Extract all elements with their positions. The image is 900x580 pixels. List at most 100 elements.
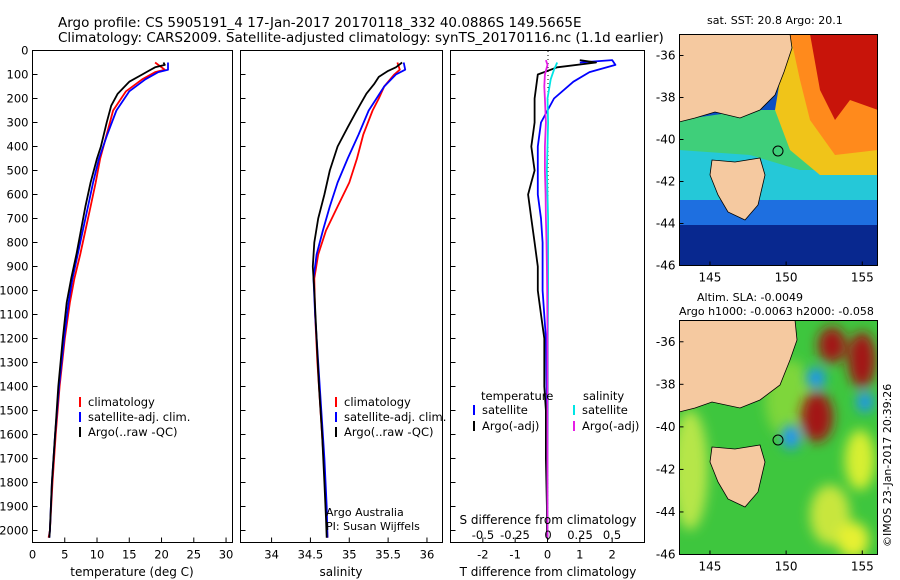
map-x-tick-label: 155 [851,271,874,285]
y-tick-label: 1700 [0,452,29,466]
salinity-panel: 34 34.5 35 35.5 36 salinity climatology sate… [240,50,446,579]
temperature-axes-frame [32,50,233,543]
map-x-tick-label: 150 [775,271,798,285]
y-tick-label: 1200 [0,332,29,346]
y-tick-label: 1600 [0,428,29,442]
sst-argo-marker [772,145,784,157]
x-tick-label: 25 [186,548,201,562]
map-y-tick-label: -40 [656,133,676,147]
s-tick-label: -0.25 [500,528,530,542]
legend-t-argo-label: Argo(-adj) [482,419,539,433]
difference-panel: -2 -1 0 1 2 T difference from climatology S … [450,50,645,579]
y-tick-label: 1000 [0,284,29,298]
y-tick-label: 100 [7,68,29,82]
s-tick-label: 0.5 [603,528,621,542]
figure-title-line1: Argo profile: CS 5905191_4 17-Jan-2017 2… [58,15,582,31]
y-tick-label: 1900 [0,500,29,514]
s-tick-label: -0.5 [472,528,494,542]
legend-s-argo-label: Argo(-adj) [582,419,639,433]
map-y-tick-label: -38 [656,91,676,105]
sla-tasmania [709,444,766,508]
argo-australia-text: Argo Australia [326,506,404,519]
map-y-tick-label: -42 [656,175,676,189]
map-y-tick-label: -42 [656,462,676,476]
x-tick-label: 15 [122,548,137,562]
x-tick-label: 34 [264,548,279,562]
temperature-panel: 0 5 10 15 20 25 300100200300400500600700800900… [0,44,233,580]
sst-tasmania [709,157,766,221]
legend-t-satellite-label: satellite [482,403,528,417]
s-difference-label: S difference from climatology [460,513,637,527]
legend-argo-label: Argo(..raw -QC) [88,425,178,439]
t-difference-xlabel: T difference from climatology [459,565,637,579]
x-tick-label: 5 [61,548,68,562]
y-tick-label: 500 [7,164,29,178]
map-y-tick-label: -44 [656,217,676,231]
sla-map: 145 150 155 -36 -38 -40 -42 -44 -46 [656,320,878,574]
sla-map-title-line2: Argo h1000: -0.0063 h2000: -0.058 [679,305,874,318]
map-y-tick-label: -46 [656,259,676,273]
series-line [546,62,559,538]
legend-salinity-heading: salinity [583,389,624,403]
sst-mainland [679,34,793,123]
difference-legend: temperature satellite Argo(-adj) salinit… [473,389,639,433]
x-tick-label: 34.5 [298,548,324,562]
y-tick-label: 0 [21,44,28,58]
legend-temperature-heading: temperature [481,389,553,403]
map-x-tick-label: 150 [775,560,798,574]
map-x-tick-label: 155 [851,560,874,574]
x-tick-label: 2 [609,548,616,562]
series-line [543,59,549,538]
y-tick-label: 300 [7,116,29,130]
x-tick-label: 30 [219,548,234,562]
imos-watermark: ©IMOS 23-Jan-2017 20:39:26 [881,384,894,547]
x-tick-label: 35.5 [375,548,401,562]
legend-satellite-label: satellite-adj. clim. [344,410,446,424]
y-tick-label: 400 [7,140,29,154]
map-x-tick-label: 145 [699,560,722,574]
legend-climatology-label: climatology [88,395,155,409]
map-y-tick-label: -36 [656,335,676,349]
temperature-xlabel: temperature (deg C) [70,565,193,579]
series-line [527,59,597,538]
map-y-tick-label: -38 [656,377,676,391]
s-tick-label: 0 [544,528,551,542]
x-tick-label: 10 [90,548,105,562]
series-line [48,62,166,538]
x-tick-label: 35 [342,548,357,562]
salinity-xlabel: salinity [319,565,362,579]
salinity-legend: climatology satellite-adj. clim. Argo(..… [335,395,446,439]
y-tick-label: 1100 [0,308,29,322]
series-line [312,62,407,538]
map-y-tick-label: -36 [656,49,676,63]
sst-map-frame [679,34,878,266]
map-y-tick-label: -44 [656,505,676,519]
x-tick-label: 1 [576,548,583,562]
y-tick-label: 1400 [0,380,29,394]
map-x-tick-label: 145 [699,271,722,285]
legend-climatology-label: climatology [344,395,411,409]
figure-title-line2: Climatology: CARS2009. Satellite-adjuste… [58,30,664,46]
y-tick-label: 700 [7,212,29,226]
series-line [536,59,617,538]
x-tick-label: 0 [544,548,551,562]
y-tick-label: 1800 [0,476,29,490]
sla-map-frame [679,320,878,555]
sst-map-title: sat. SST: 20.8 Argo: 20.1 [707,14,843,27]
pi-name-text: PI: Susan Wijffels [326,520,420,533]
y-tick-label: 800 [7,236,29,250]
y-tick-label: 1300 [0,356,29,370]
sst-map: 145 150 155 -36 -38 -40 -42 -44 -46 [656,34,878,285]
map-y-tick-label: -46 [656,548,676,562]
sst-cold-band [679,220,878,266]
s-tick-label: 0.25 [567,528,593,542]
series-line [311,61,403,538]
series-line [313,62,401,538]
salinity-axes-frame [240,50,443,543]
sst-hot-region [810,34,878,120]
sla-argo-marker [772,434,784,446]
sla-mainland [679,320,798,413]
temperature-legend: climatology satellite-adj. clim. Argo(..… [79,395,190,439]
legend-satellite-label: satellite-adj. clim. [88,410,190,424]
